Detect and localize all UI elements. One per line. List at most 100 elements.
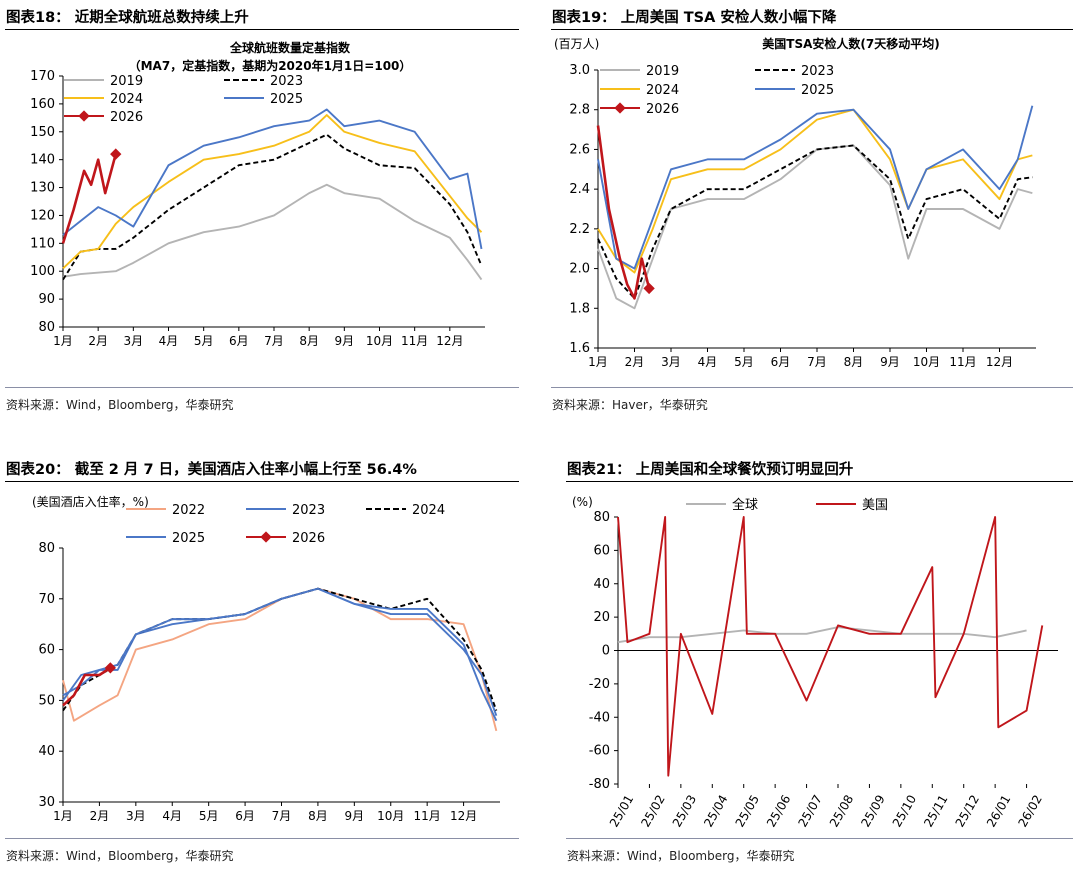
x-tick-label: 7月	[807, 355, 827, 369]
x-tick-label: 7月	[264, 334, 284, 348]
panel-title-rule-20	[5, 481, 519, 482]
chart-legend: 2022 2023 2024 2025 2026	[126, 503, 445, 546]
source-rule-19	[551, 387, 1073, 388]
legend-label-2025: 2025	[270, 92, 303, 107]
y-tick-label: 130	[30, 181, 55, 196]
y-tick-label: -40	[589, 710, 610, 725]
y-tick-label: -60	[589, 744, 610, 759]
series-line-2024	[62, 114, 483, 270]
legend-label-2026: 2026	[110, 110, 143, 125]
chart-global-flights: 全球航班数量定基指数 （MA7，定基指数，基期为2020年1月1日=100） 2…	[30, 40, 485, 348]
series-line-2025	[62, 587, 498, 722]
chart-title: 美国TSA安检人数(7天移动平均)	[762, 36, 939, 51]
x-tick-label: 1月	[588, 355, 608, 369]
series-line-2026	[596, 125, 651, 300]
x-tick-label: 25/09	[858, 793, 887, 830]
chart-ylabel: (美国酒店入住率，%)	[32, 494, 149, 509]
y-tick-label: 170	[30, 69, 55, 84]
x-tick-label: 3月	[124, 334, 144, 348]
x-tick-label: 11月	[949, 355, 976, 369]
x-tick-label: 4月	[162, 809, 182, 823]
x-tick-label: 25/11	[921, 793, 950, 830]
chart-tsa-screenings: (百万人) 美国TSA安检人数(7天移动平均) 2019 2023 2024 2025…	[554, 36, 1036, 369]
y-tick-label: 40	[593, 577, 610, 592]
x-tick-label: 9月	[335, 334, 355, 348]
legend-label-2024: 2024	[412, 503, 445, 518]
x-tick-label: 25/03	[670, 793, 699, 830]
y-tick-label: 110	[30, 236, 55, 251]
legend-label-2026: 2026	[292, 531, 325, 546]
legend-marker-2026	[78, 110, 90, 122]
source-note-19: 资料来源：Haver，华泰研究	[552, 398, 708, 412]
x-tick-label: 7月	[272, 809, 292, 823]
legend-label-2023: 2023	[801, 64, 834, 79]
x-tick-label: 3月	[661, 355, 681, 369]
source-note-20: 资料来源：Wind，Bloomberg，华泰研究	[6, 849, 234, 863]
x-tick-label: 11月	[414, 809, 441, 823]
x-tick-label: 4月	[159, 334, 179, 348]
x-tick-label: 9月	[345, 809, 365, 823]
panel-title-19: 图表19： 上周美国 TSA 安检人数小幅下降	[552, 10, 837, 26]
y-tick-label: 2.2	[569, 222, 590, 237]
chart-subtitle: （MA7，定基指数，基期为2020年1月1日=100）	[129, 58, 412, 73]
chart-legend: 2019 2023 2024 2025 2026	[600, 64, 834, 117]
chart-restaurant-bookings: (%) 全球 美国 -80 -60 -40 -20 0 20 40 60 80 25/01 25/02…	[572, 495, 1058, 830]
y-tick-label: 120	[30, 208, 55, 223]
x-tick-label: 25/08	[827, 793, 856, 830]
legend-label-2019: 2019	[646, 64, 679, 79]
x-tick-label: 25/07	[795, 793, 824, 830]
y-tick-label: 2.0	[569, 262, 590, 277]
y-tick-label: 100	[30, 264, 55, 279]
x-tick-label: 9月	[880, 355, 900, 369]
x-tick-label: 25/12	[953, 793, 982, 830]
series-line-2019	[62, 183, 483, 281]
source-rule-20	[5, 838, 519, 839]
legend-label-2019: 2019	[110, 74, 143, 89]
x-tick-label: 5月	[199, 809, 219, 823]
x-tick-label: 11月	[401, 334, 428, 348]
x-tick-label: 1月	[53, 334, 73, 348]
legend-label-全球: 全球	[732, 497, 758, 513]
legend-label-2022: 2022	[172, 503, 205, 518]
y-tick-label: 1.6	[569, 341, 590, 356]
x-tick-label: 12月	[436, 334, 463, 348]
x-tick-label: 25/06	[764, 793, 793, 830]
y-tick-label: 40	[38, 744, 55, 759]
x-tick-label: 10月	[913, 355, 940, 369]
y-tick-label: 50	[38, 693, 55, 708]
legend-label-2026: 2026	[646, 102, 679, 117]
series-end-marker-2026	[110, 148, 122, 160]
x-tick-label: 2月	[90, 809, 110, 823]
chart-ylabel: (%)	[572, 495, 593, 509]
series-line-美国	[617, 516, 1044, 777]
x-tick-label: 8月	[299, 334, 319, 348]
legend-marker-2026	[614, 102, 626, 114]
y-tick-label: 70	[38, 592, 55, 607]
panel-title-rule-18	[5, 29, 519, 30]
x-tick-label: 12月	[986, 355, 1013, 369]
legend-label-美国: 美国	[862, 498, 888, 513]
series-end-marker-2026	[643, 282, 655, 295]
y-tick-label: 90	[38, 292, 55, 307]
x-tick-label: 8月	[844, 355, 864, 369]
series-line-2023	[62, 587, 498, 716]
series-line-2022	[62, 587, 498, 732]
x-tick-label: 8月	[308, 809, 328, 823]
series-line-2025	[597, 105, 1034, 270]
x-tick-label: 6月	[771, 355, 791, 369]
y-tick-label: 160	[30, 97, 55, 112]
y-tick-label: 1.8	[569, 301, 590, 316]
chart-hotel-occupancy: (美国酒店入住率，%) 2022 2023 2024 2025 2026 30 40 50 6…	[32, 494, 500, 823]
y-tick-label: 2.6	[569, 142, 590, 157]
x-tick-label: 2月	[625, 355, 645, 369]
chart-legend: 全球 美国	[686, 497, 888, 513]
legend-label-2023: 2023	[270, 74, 303, 89]
x-tick-label: 25/05	[733, 793, 762, 830]
x-tick-label: 5月	[194, 334, 214, 348]
panel-title-18: 图表18： 近期全球航班总数持续上升	[6, 10, 249, 26]
x-tick-label: 3月	[126, 809, 146, 823]
y-tick-label: 0	[602, 644, 610, 659]
y-tick-label: -20	[589, 677, 610, 692]
panel-title-20: 图表20： 截至 2 月 7 日，美国酒店入住率小幅上行至 56.4%	[6, 462, 417, 478]
chart-legend: 2019 2023 2024 2025 2026	[64, 74, 303, 125]
